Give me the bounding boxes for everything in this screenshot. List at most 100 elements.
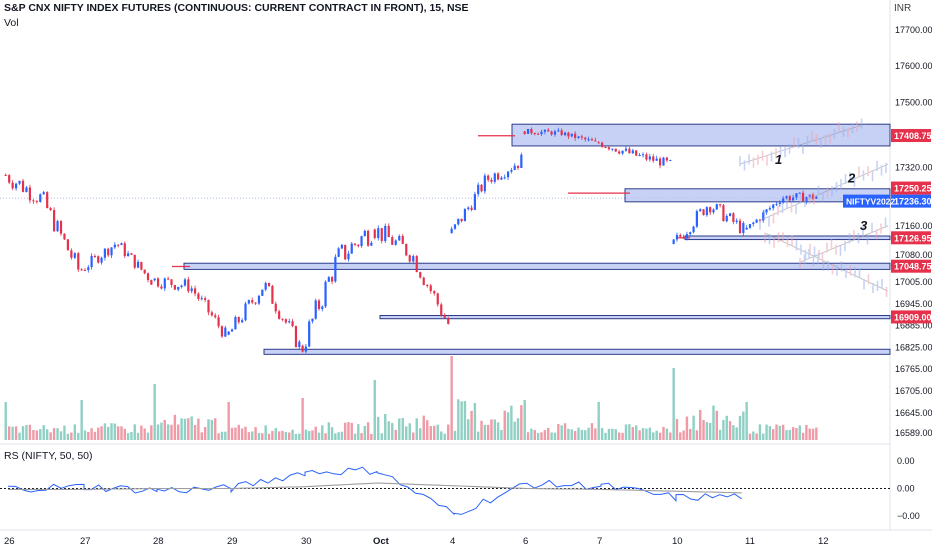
- candle-up: [765, 209, 768, 213]
- price-axis-tick: 16645.00: [895, 408, 932, 418]
- volume-bar: [210, 419, 214, 440]
- volume-bar: [100, 426, 103, 440]
- candle-up: [90, 255, 93, 268]
- volume-bar: [347, 422, 350, 440]
- volume-bar: [682, 430, 685, 440]
- volume-bar: [214, 418, 217, 440]
- candle-down: [317, 300, 321, 310]
- candle-down: [220, 326, 224, 337]
- volume-bar: [317, 432, 321, 440]
- volume-bar: [193, 424, 197, 440]
- volume-bar: [187, 418, 190, 440]
- scenario-label-1: 1: [775, 152, 782, 167]
- volume-bar: [457, 399, 460, 440]
- volume-bar: [49, 432, 52, 440]
- candle-down: [490, 179, 493, 182]
- candle-down: [533, 133, 536, 135]
- volume-bar: [277, 431, 281, 440]
- volume-bar: [217, 433, 220, 440]
- candle-down: [146, 273, 150, 281]
- candle-up: [334, 256, 337, 282]
- volume-bar: [227, 402, 230, 440]
- volume-bar: [107, 426, 110, 440]
- volume-bar: [775, 424, 778, 440]
- volume-bar: [330, 427, 334, 440]
- volume-bar: [513, 421, 516, 440]
- volume-bar: [791, 427, 795, 440]
- volume-bar: [805, 424, 808, 440]
- candle-up: [500, 177, 503, 180]
- candle-up: [257, 295, 261, 304]
- candle-up: [384, 225, 387, 241]
- candle-down: [433, 291, 436, 294]
- volume-bar: [261, 433, 264, 440]
- candle-up: [689, 232, 692, 235]
- volume-bar: [762, 433, 765, 440]
- volume-bar: [560, 425, 563, 440]
- candle-up: [728, 213, 732, 216]
- candle-down: [35, 201, 38, 203]
- volume-bar: [90, 428, 93, 440]
- candle-up: [563, 132, 567, 136]
- volume-bar: [113, 423, 117, 440]
- volume-bar: [735, 427, 738, 440]
- candle-down: [80, 269, 83, 271]
- candle-up: [200, 298, 203, 300]
- volume-bar: [422, 415, 425, 440]
- volume-bar: [63, 425, 66, 440]
- candle-up: [685, 234, 689, 239]
- candle-up: [163, 278, 166, 289]
- candle-down: [652, 156, 655, 161]
- candle-down: [530, 128, 533, 134]
- price-axis-tick: 16765.00: [895, 364, 932, 374]
- candle-down: [408, 255, 411, 262]
- candle-up: [477, 184, 480, 195]
- volume-label: Vol: [4, 17, 19, 29]
- price-axis-tick: 16945.00: [895, 299, 932, 309]
- volume-bar: [224, 431, 227, 440]
- volume-bar: [110, 423, 113, 440]
- volume-bar: [611, 428, 614, 440]
- candle-up: [772, 204, 775, 209]
- candle-up: [692, 226, 695, 233]
- candle-up: [363, 230, 366, 237]
- volume-bar: [614, 429, 617, 440]
- candle-down: [580, 136, 583, 138]
- candle-down: [590, 139, 594, 141]
- volume-bar: [298, 433, 301, 440]
- volume-bar: [28, 424, 32, 440]
- price-labels: 17408.75 17250.25 17236.30 17126.95 17048.75…: [891, 129, 932, 324]
- volume-bar: [473, 403, 477, 440]
- candle-up: [261, 289, 264, 296]
- volume-bar: [197, 418, 200, 440]
- volume-bar: [83, 430, 87, 440]
- volume-bar: [384, 413, 387, 440]
- candle-up: [340, 244, 344, 249]
- price-label-bg: [891, 194, 931, 208]
- volume-bar: [380, 433, 383, 440]
- volume-bar: [363, 425, 367, 440]
- volume-bar: [604, 432, 607, 440]
- volume-bar: [190, 416, 193, 440]
- candle-up: [513, 165, 516, 170]
- candle-down: [197, 293, 200, 299]
- price-label-value: 17126.95: [894, 233, 932, 243]
- volume-bar: [87, 431, 90, 440]
- candle-down: [801, 192, 805, 202]
- candle-up: [42, 192, 45, 195]
- volume-bar: [510, 405, 513, 440]
- volume-bar: [77, 432, 80, 440]
- candle-up: [39, 194, 42, 203]
- candle-up: [314, 300, 317, 319]
- candle-down: [130, 253, 133, 255]
- candle-up: [483, 175, 486, 192]
- candle-down: [405, 243, 408, 256]
- volume-bar: [334, 433, 337, 440]
- volume-bar: [675, 418, 679, 440]
- volume-bar: [443, 433, 446, 440]
- volume-bar: [45, 429, 49, 440]
- candle-up: [473, 194, 476, 210]
- candle-down: [301, 345, 304, 352]
- scenario-label-3: 3: [860, 218, 868, 233]
